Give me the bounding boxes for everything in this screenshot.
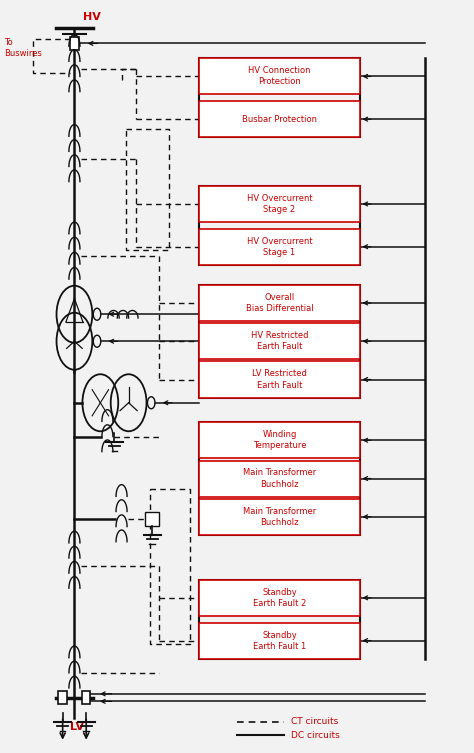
Bar	[199, 422, 359, 459]
Text: Overall
Bias Differential: Overall Bias Differential	[246, 293, 313, 313]
Text: HV Restricted
Earth Fault: HV Restricted Earth Fault	[251, 331, 308, 352]
Bar	[82, 691, 91, 704]
Text: To
Buswires: To Buswires	[4, 38, 42, 58]
Text: Standby
Earth Fault 1: Standby Earth Fault 1	[253, 630, 306, 651]
Text: LV: LV	[70, 721, 84, 732]
Bar	[199, 59, 359, 94]
Bar	[199, 285, 359, 398]
Text: LV Restricted
Earth Fault: LV Restricted Earth Fault	[252, 370, 307, 389]
Bar	[70, 37, 79, 50]
Text: Main Transformer
Buchholz: Main Transformer Buchholz	[243, 468, 316, 489]
Bar	[199, 422, 359, 535]
Bar	[145, 512, 159, 526]
Bar	[199, 285, 359, 321]
Text: Busbar Protection: Busbar Protection	[242, 114, 317, 123]
Bar	[199, 186, 359, 265]
Bar	[199, 229, 359, 265]
Bar	[199, 623, 359, 659]
Text: HV Overcurrent
Stage 2: HV Overcurrent Stage 2	[246, 194, 312, 214]
Text: DC circuits: DC circuits	[291, 730, 340, 739]
Bar	[199, 186, 359, 222]
Bar	[199, 101, 359, 137]
Bar	[199, 580, 359, 659]
Text: Main Transformer
Buchholz: Main Transformer Buchholz	[243, 507, 316, 527]
Text: HV Connection
Protection: HV Connection Protection	[248, 66, 310, 87]
Text: CT circuits: CT circuits	[291, 717, 338, 726]
Bar	[199, 498, 359, 535]
Bar	[199, 323, 359, 359]
Bar	[199, 59, 359, 137]
Text: Winding
Temperature: Winding Temperature	[253, 430, 306, 450]
Bar	[199, 580, 359, 616]
Bar	[199, 361, 359, 398]
Bar	[58, 691, 67, 704]
Text: HV: HV	[83, 12, 101, 23]
Bar	[199, 461, 359, 496]
Text: HV Overcurrent
Stage 1: HV Overcurrent Stage 1	[246, 236, 312, 257]
Text: Standby
Earth Fault 2: Standby Earth Fault 2	[253, 588, 306, 608]
